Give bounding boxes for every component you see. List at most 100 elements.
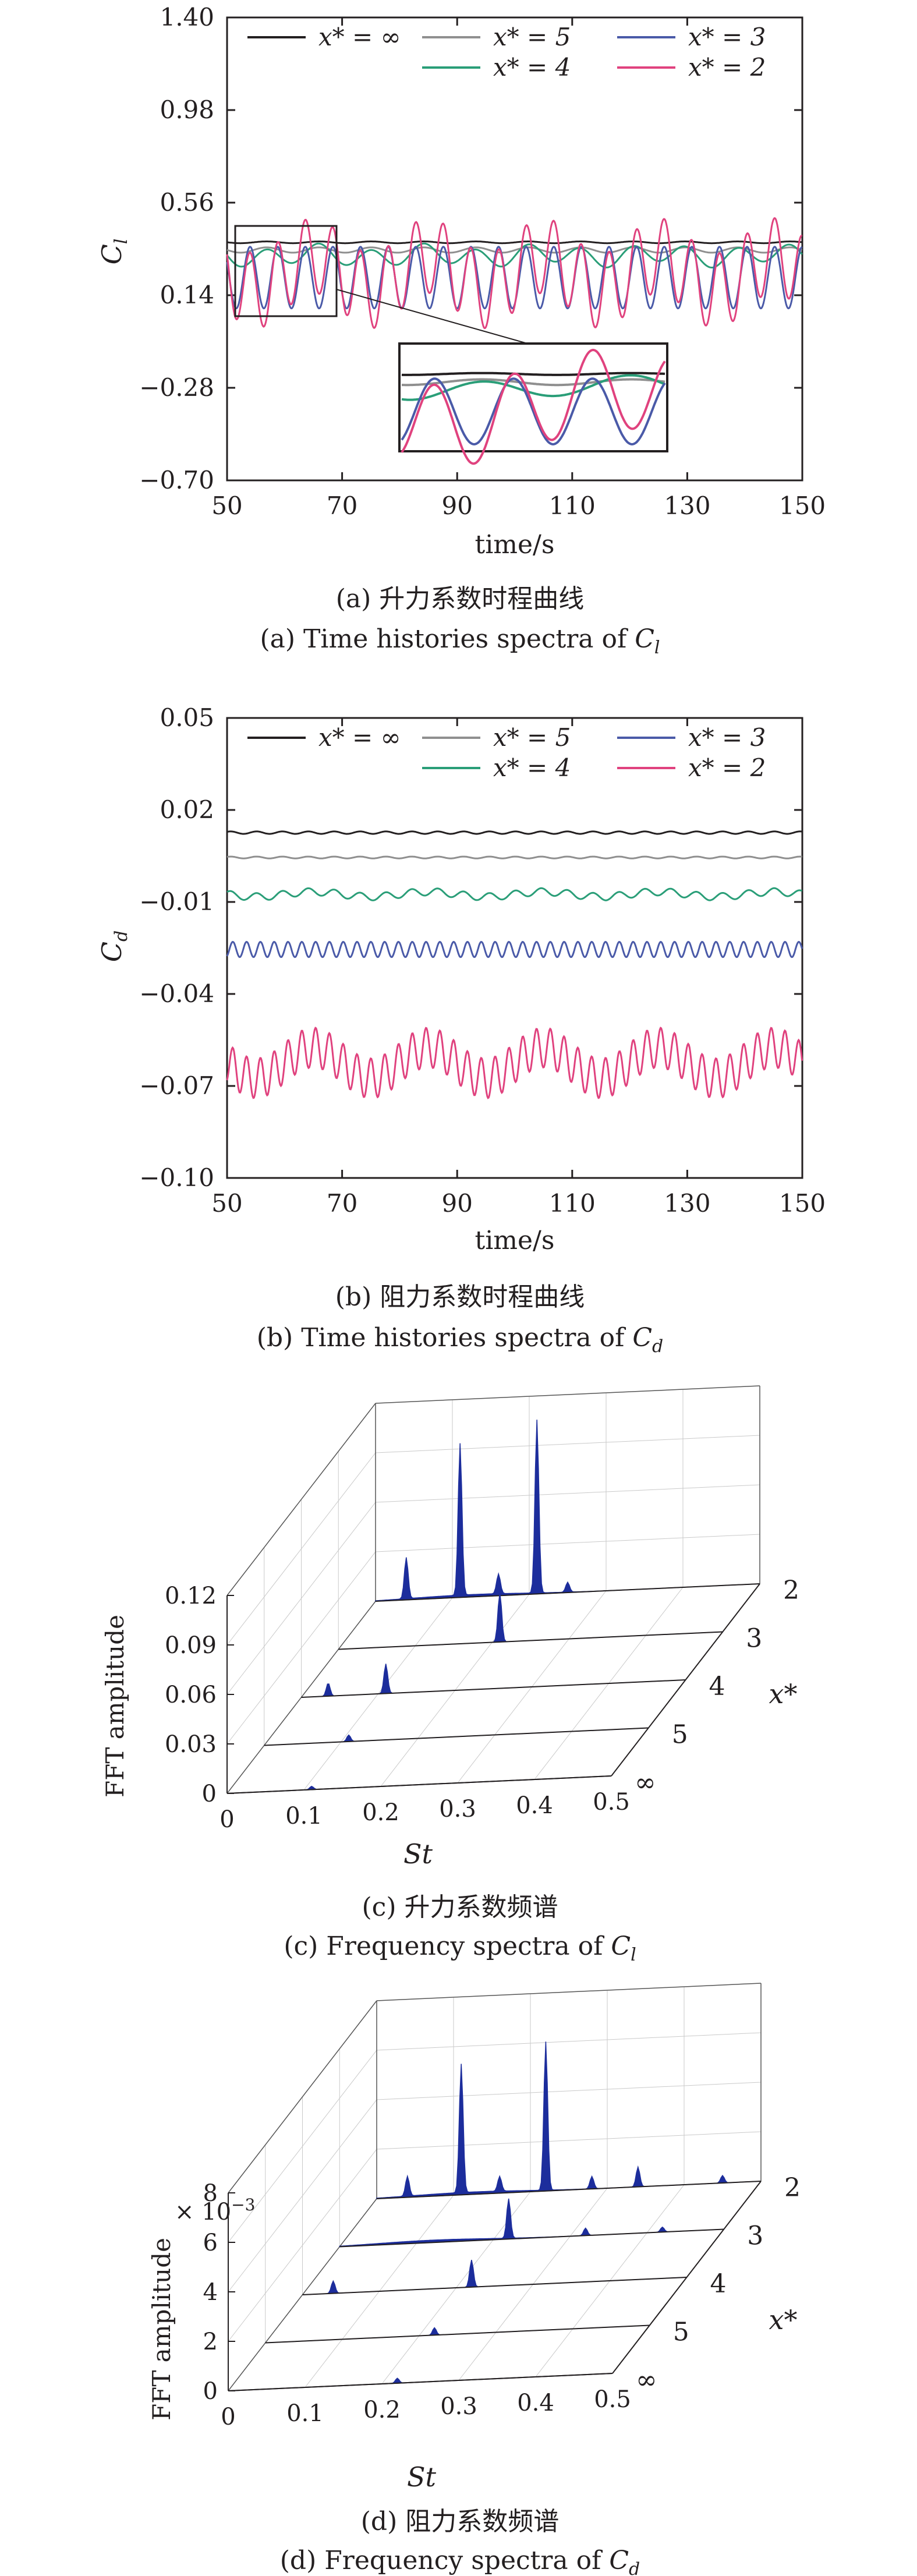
x-axis-label: time/s xyxy=(475,1226,555,1255)
y-tick-label: 3 xyxy=(746,1624,762,1654)
x-tick-label: 0.3 xyxy=(440,2393,477,2420)
x-axis-label: time/s xyxy=(475,530,555,560)
grid-line xyxy=(375,1435,760,1453)
spectrum-baseline-5 xyxy=(265,2324,650,2344)
x-tick-label: 0 xyxy=(221,2404,235,2430)
inset-line-x5 xyxy=(402,378,665,387)
series-line-inf xyxy=(226,240,802,245)
y-axis-label: x* xyxy=(769,1678,798,1710)
z-tick-label: 0.09 xyxy=(165,1632,217,1659)
x-axis-label: St xyxy=(407,2461,437,2493)
y-tick-label: 2 xyxy=(784,2173,801,2203)
inset-line-inf xyxy=(401,371,665,376)
y-tick-label: −0.04 xyxy=(139,979,214,1008)
panel-c-lift-spectra: 0 0.03 0.06 0.09 0.12 0 0.1 0.2 0.3 0.4 0.5 ∞ 5432… xyxy=(101,1385,799,1965)
grid-line xyxy=(376,2131,762,2150)
box-edge xyxy=(228,2000,377,2193)
spectrum-baseline-2 xyxy=(376,2181,762,2199)
scale-factor-label: × 10−3 xyxy=(175,2195,255,2225)
series-line-x3 xyxy=(226,940,803,958)
x-tick-labels: 0 0.1 0.2 0.3 0.4 0.5 xyxy=(219,1789,630,1833)
series-lines xyxy=(226,217,803,330)
y-tick-label: 5 xyxy=(673,2317,689,2347)
spectrum-traces xyxy=(226,1420,760,1794)
y-tick-label: 3 xyxy=(747,2221,763,2251)
series-line-x4 xyxy=(226,887,803,901)
spectrum-baseline-3 xyxy=(338,1631,723,1650)
x-tick-labels: 50 70 90 110 130 150 xyxy=(211,718,826,1218)
z-tick-label: 6 xyxy=(203,2230,218,2256)
x-tick-label: 70 xyxy=(327,491,357,520)
spectrum-baseline-∞ xyxy=(228,2373,613,2391)
box-edge xyxy=(376,1983,762,2001)
series-lines xyxy=(226,830,803,1099)
spectrum-baseline-3 xyxy=(339,2228,724,2248)
legend-label-inf: x* = ∞ xyxy=(318,23,401,51)
x-tick-label: 110 xyxy=(549,491,596,520)
series-line-x5 xyxy=(226,246,803,254)
y-tick-label: 0.14 xyxy=(160,281,214,309)
grid-line xyxy=(376,2032,762,2051)
y-axis-label: x* xyxy=(769,2304,798,2336)
x-tick-label: 0.4 xyxy=(516,1792,553,1819)
x-tick-label: 50 xyxy=(211,1189,242,1218)
caption-en: (d) Frequency spectra of Cd xyxy=(280,2546,640,2576)
legend: x* = ∞ x* = 5 x* = 3 x* = 4 x* = 2 xyxy=(247,23,766,82)
x-tick-labels: 0 0.1 0.2 0.3 0.4 0.5 xyxy=(221,2386,631,2430)
x-axis-label: St xyxy=(403,1838,433,1870)
y-tick-label: ∞ xyxy=(636,2365,657,2395)
spectrum-baseline-4 xyxy=(301,1679,686,1698)
x-tick-labels: 50 70 90 110 130 150 xyxy=(211,17,826,520)
inset-line-x3 xyxy=(401,377,666,446)
spectrum-traces xyxy=(228,2041,762,2391)
y-axis-label: Cl xyxy=(96,239,132,265)
z-tick-labels: 0 0.03 0.06 0.09 0.12 xyxy=(165,1583,234,1807)
legend-label-x2: x* = 2 xyxy=(688,53,766,82)
z-tick-labels: 0 2 4 6 8 xyxy=(203,2180,235,2405)
x-tick-label: 0.3 xyxy=(439,1796,476,1823)
x-tick-label: 0.2 xyxy=(363,2397,401,2423)
caption-cn: (c) 升力系数频谱 xyxy=(362,1892,558,1922)
z-tick-label: 2 xyxy=(203,2329,218,2355)
grid-line xyxy=(375,1534,760,1552)
legend-label-inf: x* = ∞ xyxy=(318,723,401,752)
x-tick-label: 50 xyxy=(211,491,242,520)
series-line-x2 xyxy=(226,1027,803,1099)
y-tick-label: ∞ xyxy=(635,1768,656,1797)
x-tick-label: 0.4 xyxy=(517,2390,554,2416)
z-tick-label: 0 xyxy=(203,2378,218,2405)
caption-en: (a) Time histories spectra of Cl xyxy=(260,624,660,658)
legend-label-x2: x* = 2 xyxy=(688,753,766,782)
legend-label-x3: x* = 3 xyxy=(688,23,766,51)
panel-a-lift-time-history: 1.400.980.560.14−0.28−0.70 50 70 90 110 130 1… xyxy=(96,3,826,658)
z-tick-label: 0 xyxy=(202,1781,217,1807)
y-tick-label: 1.40 xyxy=(160,3,214,31)
x-tick-label: 0.2 xyxy=(362,1799,399,1826)
series-line-x5 xyxy=(226,855,802,859)
grid-line xyxy=(376,2082,762,2100)
legend: x* = ∞ x* = 5 x* = 3 x* = 4 x* = 2 xyxy=(247,723,766,782)
series-line-x2 xyxy=(226,217,802,330)
legend-label-x4: x* = 4 xyxy=(493,53,571,82)
x-tick-label: 150 xyxy=(779,1189,826,1218)
z-tick-label: 0.12 xyxy=(165,1583,217,1609)
inset-line-x2 xyxy=(401,348,666,465)
box-edge xyxy=(226,1403,376,1596)
y-tick-labels: 1.40 0.98 0.56 0.14 −0.28 −0.70 xyxy=(139,3,802,494)
z-tick-label: 8 xyxy=(203,2180,218,2207)
caption-en: (b) Time histories spectra of Cd xyxy=(257,1323,664,1357)
x-tick-label: 0 xyxy=(219,1806,234,1833)
y-axis-label: Cd xyxy=(96,930,132,962)
legend-label-x3: x* = 3 xyxy=(688,723,766,752)
y-tick-label: −0.70 xyxy=(139,466,214,494)
x-tick-label: 0.1 xyxy=(286,2400,324,2427)
spectrum-baseline-∞ xyxy=(226,1775,612,1794)
x-tick-label: 90 xyxy=(441,1189,472,1218)
series-line-inf xyxy=(226,830,802,835)
caption-cn: (a) 升力系数时程曲线 xyxy=(336,584,585,614)
y-tick-labels: 0.05 0.02 −0.01 −0.04 −0.07 −0.10 xyxy=(139,703,802,1192)
caption-cn: (d) 阻力系数频谱 xyxy=(361,2507,559,2536)
x-tick-label: 0.1 xyxy=(285,1803,323,1830)
